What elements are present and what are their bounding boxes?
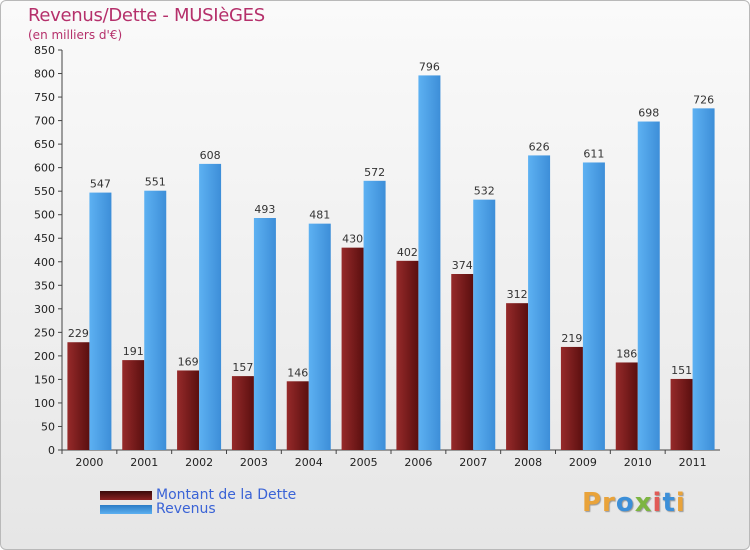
legend-swatch-dette bbox=[100, 490, 152, 500]
y-tick-label: 300 bbox=[34, 303, 55, 316]
bar-dette bbox=[177, 370, 200, 450]
data-label-revenus: 608 bbox=[200, 149, 221, 162]
bar-dette bbox=[286, 381, 309, 450]
bar-revenus bbox=[199, 163, 222, 450]
data-label-dette: 374 bbox=[452, 259, 473, 272]
data-label-dette: 186 bbox=[616, 347, 637, 360]
bar-dette bbox=[560, 346, 583, 450]
data-label-dette: 157 bbox=[232, 361, 253, 374]
logo-part-i2: i bbox=[675, 488, 686, 518]
bar-dette bbox=[506, 303, 529, 450]
data-label-dette: 219 bbox=[561, 332, 582, 345]
chart-axes: 0 50 100 150 200 250 300 350 400 450 500 550 600 650 7… bbox=[34, 44, 720, 469]
data-label-revenus: 698 bbox=[638, 107, 659, 120]
y-tick-label: 250 bbox=[34, 326, 55, 339]
y-tick-label: 450 bbox=[34, 232, 55, 245]
data-label-dette: 229 bbox=[68, 327, 89, 340]
bar-revenus bbox=[473, 199, 496, 450]
x-tick-label: 2010 bbox=[624, 456, 652, 469]
data-label-revenus: 611 bbox=[583, 147, 604, 160]
data-label-revenus: 532 bbox=[474, 185, 495, 198]
data-label-dette: 430 bbox=[342, 233, 363, 246]
y-tick-label: 850 bbox=[34, 44, 55, 57]
x-tick-label: 2011 bbox=[679, 456, 707, 469]
bar-revenus bbox=[637, 121, 660, 450]
y-tick-label: 400 bbox=[34, 256, 55, 269]
data-label-revenus: 551 bbox=[145, 176, 166, 189]
logo-part-x: x bbox=[634, 488, 653, 518]
y-tick-label: 0 bbox=[48, 444, 55, 457]
x-tick-label: 2001 bbox=[130, 456, 158, 469]
bar-dette bbox=[122, 360, 145, 450]
bar-dette bbox=[396, 260, 419, 450]
bar-revenus bbox=[89, 192, 112, 450]
y-tick-label: 350 bbox=[34, 279, 55, 292]
data-label-dette: 169 bbox=[178, 355, 199, 368]
bar-revenus bbox=[692, 108, 715, 451]
data-label-revenus: 726 bbox=[693, 93, 714, 106]
chart-bars: 229 547 191 551 169 608 157 493 146 481 430 572 402 7… bbox=[67, 60, 715, 451]
y-tick-label: 100 bbox=[34, 397, 55, 410]
logo-part-pr: Pr bbox=[582, 488, 616, 518]
legend-swatch-revenus bbox=[100, 504, 152, 514]
data-label-revenus: 626 bbox=[529, 140, 550, 153]
data-label-dette: 312 bbox=[507, 288, 528, 301]
bar-revenus bbox=[582, 162, 605, 450]
x-tick-label: 2004 bbox=[295, 456, 323, 469]
chart-title: Revenus/Dette - MUSIèGES bbox=[28, 5, 265, 26]
y-tick-label: 650 bbox=[34, 138, 55, 151]
bar-revenus bbox=[308, 223, 331, 450]
bar-dette bbox=[341, 247, 364, 450]
logo-part-i1: i bbox=[652, 488, 663, 518]
legend-label-dette: Montant de la Dette bbox=[156, 487, 297, 503]
data-label-dette: 191 bbox=[123, 345, 144, 358]
bar-dette bbox=[451, 274, 474, 450]
data-label-revenus: 481 bbox=[309, 209, 330, 222]
bar-dette bbox=[231, 376, 254, 450]
y-tick-label: 150 bbox=[34, 373, 55, 386]
legend-item-dette: Montant de la Dette bbox=[100, 487, 296, 503]
bar-dette bbox=[67, 342, 90, 450]
data-label-revenus: 572 bbox=[364, 166, 385, 179]
data-label-revenus: 493 bbox=[254, 203, 275, 216]
legend-item-revenus: Revenus bbox=[100, 501, 216, 517]
bar-revenus bbox=[418, 75, 441, 450]
y-tick-label: 200 bbox=[34, 350, 55, 363]
x-tick-label: 2006 bbox=[404, 456, 432, 469]
x-tick-label: 2007 bbox=[459, 456, 487, 469]
data-label-dette: 151 bbox=[671, 364, 692, 377]
bar-revenus bbox=[253, 218, 276, 450]
x-tick-label: 2009 bbox=[569, 456, 597, 469]
bar-revenus bbox=[528, 155, 551, 451]
chart-subtitle: (en milliers d'€) bbox=[28, 28, 123, 42]
legend-label-revenus: Revenus bbox=[156, 501, 216, 517]
x-tick-label: 2003 bbox=[240, 456, 268, 469]
y-tick-label: 500 bbox=[34, 209, 55, 222]
y-tick-label: 550 bbox=[34, 185, 55, 198]
x-tick-label: 2002 bbox=[185, 456, 213, 469]
logo-part-t: t bbox=[662, 488, 676, 518]
bar-revenus bbox=[363, 180, 386, 450]
bar-dette bbox=[670, 378, 693, 450]
x-tick-label: 2005 bbox=[350, 456, 378, 469]
logo-part-o: o bbox=[615, 488, 635, 518]
bar-dette bbox=[615, 362, 638, 450]
y-tick-label: 700 bbox=[34, 115, 55, 128]
x-tick-label: 2008 bbox=[514, 456, 542, 469]
y-tick-label: 600 bbox=[34, 162, 55, 175]
data-label-revenus: 796 bbox=[419, 60, 440, 73]
y-tick-label: 800 bbox=[34, 68, 55, 81]
x-tick-label: 2000 bbox=[75, 456, 103, 469]
y-tick-label: 50 bbox=[41, 420, 55, 433]
data-label-dette: 146 bbox=[287, 366, 308, 379]
y-tick-label: 750 bbox=[34, 91, 55, 104]
data-label-dette: 402 bbox=[397, 246, 418, 259]
proxiti-logo: Proxiti bbox=[582, 488, 686, 518]
data-label-revenus: 547 bbox=[90, 178, 111, 191]
bar-revenus bbox=[144, 190, 167, 451]
